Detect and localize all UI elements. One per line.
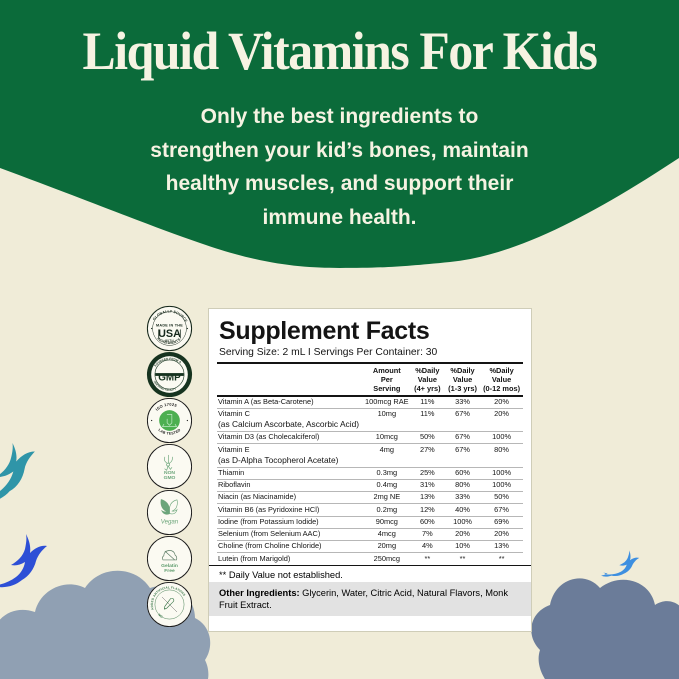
svg-text:GMP: GMP: [158, 373, 181, 384]
svg-text:USA: USA: [158, 328, 181, 340]
svg-text:Vegan: Vegan: [161, 518, 179, 525]
svg-text:MADE IN THE: MADE IN THE: [156, 324, 183, 328]
svg-text:NON: NON: [164, 470, 175, 476]
svg-text:Gelatin: Gelatin: [161, 563, 178, 569]
svg-text:Free: Free: [164, 568, 175, 574]
svg-text:WITH: WITH: [165, 339, 174, 343]
svg-text:GMO: GMO: [164, 475, 176, 481]
